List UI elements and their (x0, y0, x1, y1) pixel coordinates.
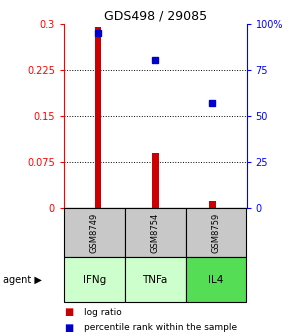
Text: IFNg: IFNg (83, 275, 106, 285)
Text: GSM8759: GSM8759 (211, 213, 221, 253)
Bar (209, 201, 216, 208)
Bar (125, 208, 186, 257)
Bar (64, 208, 125, 257)
Text: log ratio: log ratio (84, 308, 122, 317)
Text: ■: ■ (64, 307, 73, 318)
Bar (64, 257, 125, 302)
Bar (95, 27, 102, 208)
Bar (125, 257, 186, 302)
Text: IL4: IL4 (208, 275, 224, 285)
Text: percentile rank within the sample: percentile rank within the sample (84, 323, 237, 332)
Bar (186, 257, 246, 302)
Bar (186, 208, 246, 257)
Text: agent ▶: agent ▶ (3, 275, 42, 285)
Text: ■: ■ (64, 323, 73, 333)
Text: TNFa: TNFa (142, 275, 168, 285)
Text: GSM8749: GSM8749 (90, 213, 99, 253)
Bar (152, 153, 159, 208)
Text: GSM8754: GSM8754 (151, 213, 160, 253)
Title: GDS498 / 29085: GDS498 / 29085 (104, 9, 207, 23)
